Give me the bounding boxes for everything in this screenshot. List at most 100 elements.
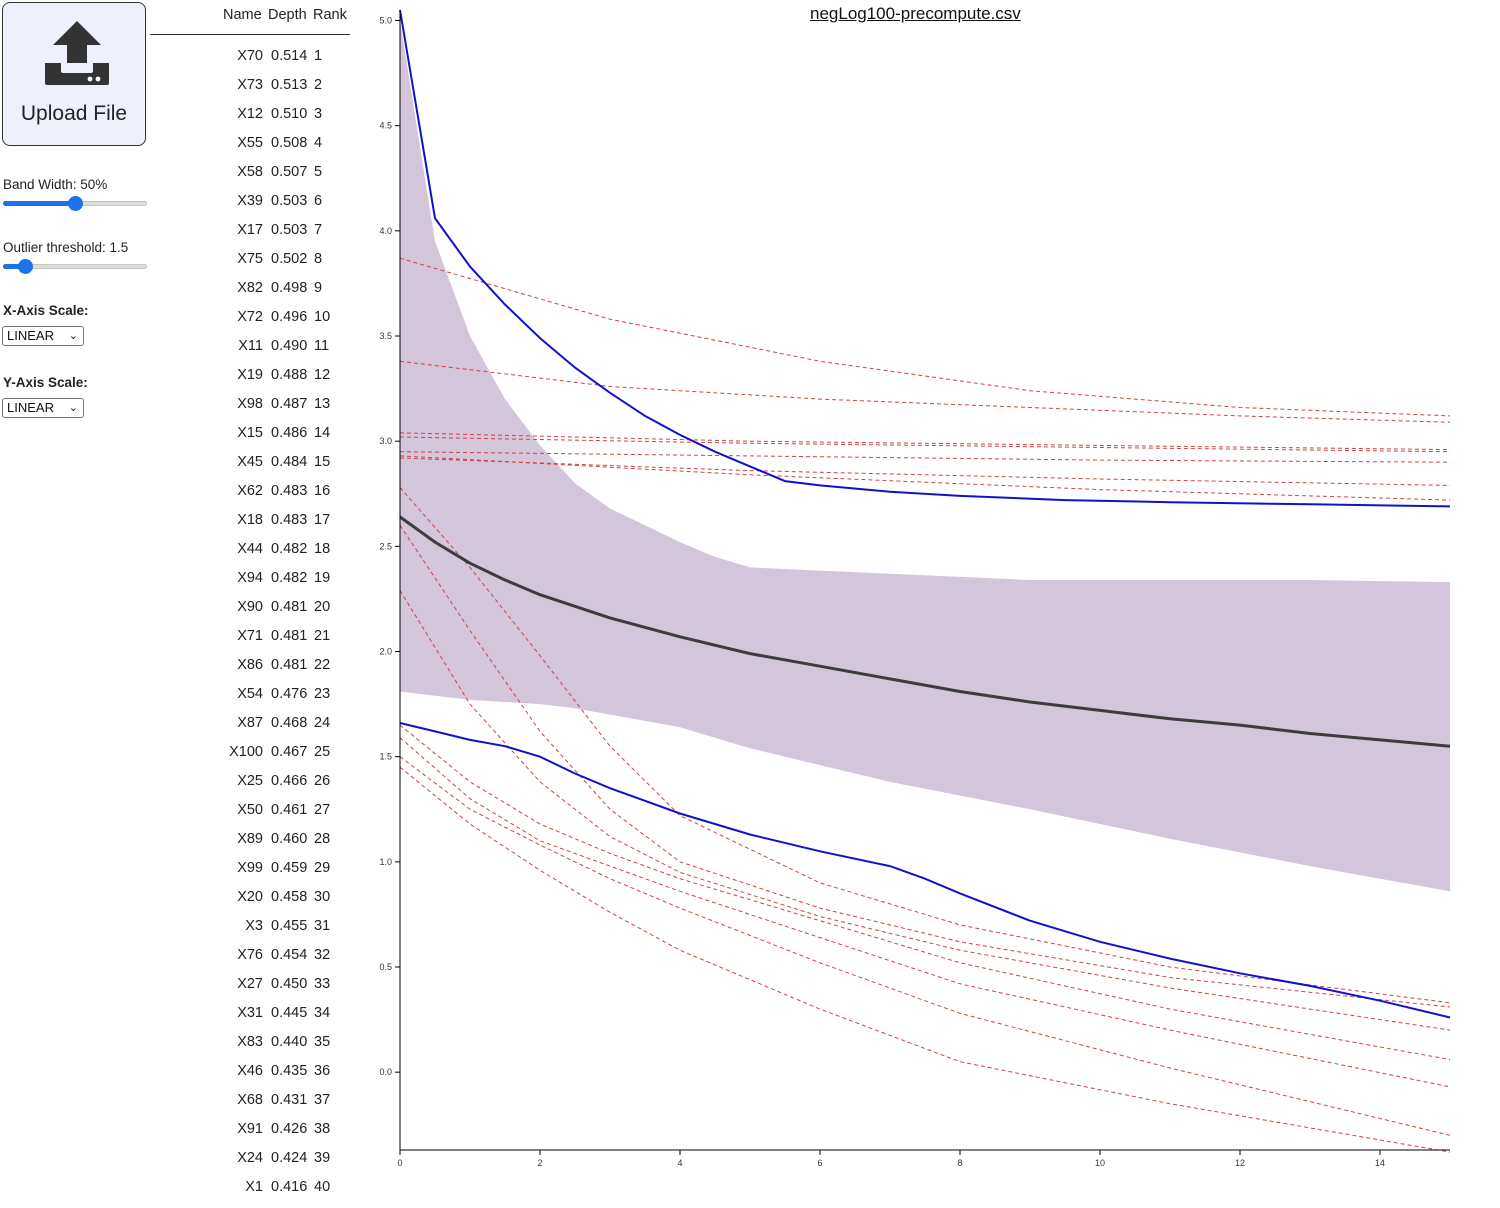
table-row[interactable]: X50 0.461 27	[150, 802, 350, 831]
outlier-curve	[399, 457, 1451, 486]
outlier-curve	[399, 756, 1451, 1136]
table-row[interactable]: X68 0.431 37	[150, 1092, 350, 1121]
row-name: X50	[237, 802, 263, 818]
row-depth: 0.458	[271, 889, 308, 905]
table-row[interactable]: X58 0.507 5	[150, 164, 350, 193]
band-width-slider[interactable]	[3, 196, 147, 211]
table-row[interactable]: X3 0.455 31	[150, 918, 350, 947]
row-rank: 17	[314, 512, 331, 528]
functional-boxplot-chart: 0.0 0.5 1.0 1.5 2.0 2.5 3.0 3.5 4.0 4.5 5.0 0 2 4 6 8 10…	[379, 9, 1451, 1168]
table-row[interactable]: X99 0.459 29	[150, 860, 350, 889]
table-row[interactable]: X1 0.416 40	[150, 1179, 350, 1208]
outlier-threshold-slider[interactable]	[3, 259, 147, 274]
table-row[interactable]: X100 0.467 25	[150, 744, 350, 773]
table-row[interactable]: X31 0.445 34	[150, 1005, 350, 1034]
table-row[interactable]: X82 0.498 9	[150, 280, 350, 309]
x-axis-scale-select[interactable]: LINEAR ⌄	[2, 326, 84, 346]
table-row[interactable]: X55 0.508 4	[150, 135, 350, 164]
table-row[interactable]: X25 0.466 26	[150, 773, 350, 802]
row-rank: 25	[314, 744, 331, 760]
row-depth: 0.460	[271, 831, 308, 847]
y-axis-scale-select[interactable]: LINEAR ⌄	[2, 398, 84, 418]
outlier-curve	[399, 525, 1451, 1008]
table-row[interactable]: X70 0.514 1	[150, 48, 350, 77]
row-depth: 0.510	[271, 106, 308, 122]
row-depth: 0.459	[271, 860, 308, 876]
y-tick-label: 0.0	[379, 1067, 392, 1077]
row-name: X20	[237, 889, 263, 905]
table-row[interactable]: X44 0.482 18	[150, 541, 350, 570]
row-depth: 0.502	[271, 251, 308, 267]
row-depth: 0.488	[271, 367, 308, 383]
outlier-curve	[399, 451, 1451, 463]
table-row[interactable]: X11 0.490 11	[150, 338, 350, 367]
row-name: X3	[245, 918, 263, 934]
table-row[interactable]: X86 0.481 22	[150, 657, 350, 686]
row-rank: 27	[314, 802, 331, 818]
row-depth: 0.461	[271, 802, 308, 818]
row-depth: 0.486	[271, 425, 308, 441]
header-depth: Depth	[268, 7, 307, 23]
table-row[interactable]: X24 0.424 39	[150, 1150, 350, 1179]
row-rank: 15	[314, 454, 331, 470]
row-rank: 5	[314, 164, 323, 180]
table-row[interactable]: X98 0.487 13	[150, 396, 350, 425]
table-row[interactable]: X75 0.502 8	[150, 251, 350, 280]
row-rank: 29	[314, 860, 331, 876]
table-row[interactable]: X76 0.454 32	[150, 947, 350, 976]
row-name: X70	[237, 48, 263, 64]
table-row[interactable]: X27 0.450 33	[150, 976, 350, 1005]
x-tick-label: 4	[677, 1158, 682, 1168]
row-rank: 11	[314, 338, 330, 354]
table-row[interactable]: X45 0.484 15	[150, 454, 350, 483]
table-row[interactable]: X90 0.481 20	[150, 599, 350, 628]
row-depth: 0.507	[271, 164, 308, 180]
row-name: X62	[237, 483, 263, 499]
table-row[interactable]: X39 0.503 6	[150, 193, 350, 222]
table-row[interactable]: X17 0.503 7	[150, 222, 350, 251]
upload-file-label: Upload File	[20, 102, 128, 125]
row-name: X31	[237, 1005, 263, 1021]
row-name: X46	[237, 1063, 263, 1079]
x-tick-label: 10	[1095, 1158, 1105, 1168]
table-row[interactable]: X71 0.481 21	[150, 628, 350, 657]
row-rank: 30	[314, 889, 331, 905]
table-row[interactable]: X54 0.476 23	[150, 686, 350, 715]
central-band	[400, 20, 1450, 892]
row-depth: 0.455	[271, 918, 308, 934]
table-row[interactable]: X91 0.426 38	[150, 1121, 350, 1150]
table-row[interactable]: X46 0.435 36	[150, 1063, 350, 1092]
outlier-threshold-fill	[3, 264, 25, 269]
table-row[interactable]: X18 0.483 17	[150, 512, 350, 541]
row-name: X18	[237, 512, 263, 528]
table-row[interactable]: X62 0.483 16	[150, 483, 350, 512]
y-tick-label: 2.0	[379, 647, 392, 657]
table-row[interactable]: X15 0.486 14	[150, 425, 350, 454]
row-name: X89	[237, 831, 263, 847]
table-row[interactable]: X89 0.460 28	[150, 831, 350, 860]
band-width-thumb[interactable]	[68, 196, 83, 211]
row-name: X25	[237, 773, 263, 789]
table-row[interactable]: X83 0.440 35	[150, 1034, 350, 1063]
table-row[interactable]: X94 0.482 19	[150, 570, 350, 599]
row-name: X1	[245, 1179, 263, 1195]
upload-file-button[interactable]: Upload File	[2, 2, 146, 146]
row-rank: 22	[314, 657, 331, 673]
outlier-threshold-thumb[interactable]	[17, 259, 33, 274]
row-depth: 0.454	[271, 947, 308, 963]
row-rank: 10	[314, 309, 331, 325]
table-row[interactable]: X72 0.496 10	[150, 309, 350, 338]
y-tick-label: 4.0	[379, 226, 392, 236]
row-rank: 19	[314, 570, 331, 586]
row-name: X44	[237, 541, 263, 557]
table-row[interactable]: X87 0.468 24	[150, 715, 350, 744]
table-row[interactable]: X20 0.458 30	[150, 889, 350, 918]
table-row[interactable]: X73 0.513 2	[150, 77, 350, 106]
row-depth: 0.424	[271, 1150, 308, 1166]
row-name: X39	[237, 193, 263, 209]
row-rank: 24	[314, 715, 331, 731]
table-row[interactable]: X19 0.488 12	[150, 367, 350, 396]
outlier-curve	[399, 737, 1451, 1088]
table-row[interactable]: X12 0.510 3	[150, 106, 350, 135]
row-rank: 33	[314, 976, 331, 992]
